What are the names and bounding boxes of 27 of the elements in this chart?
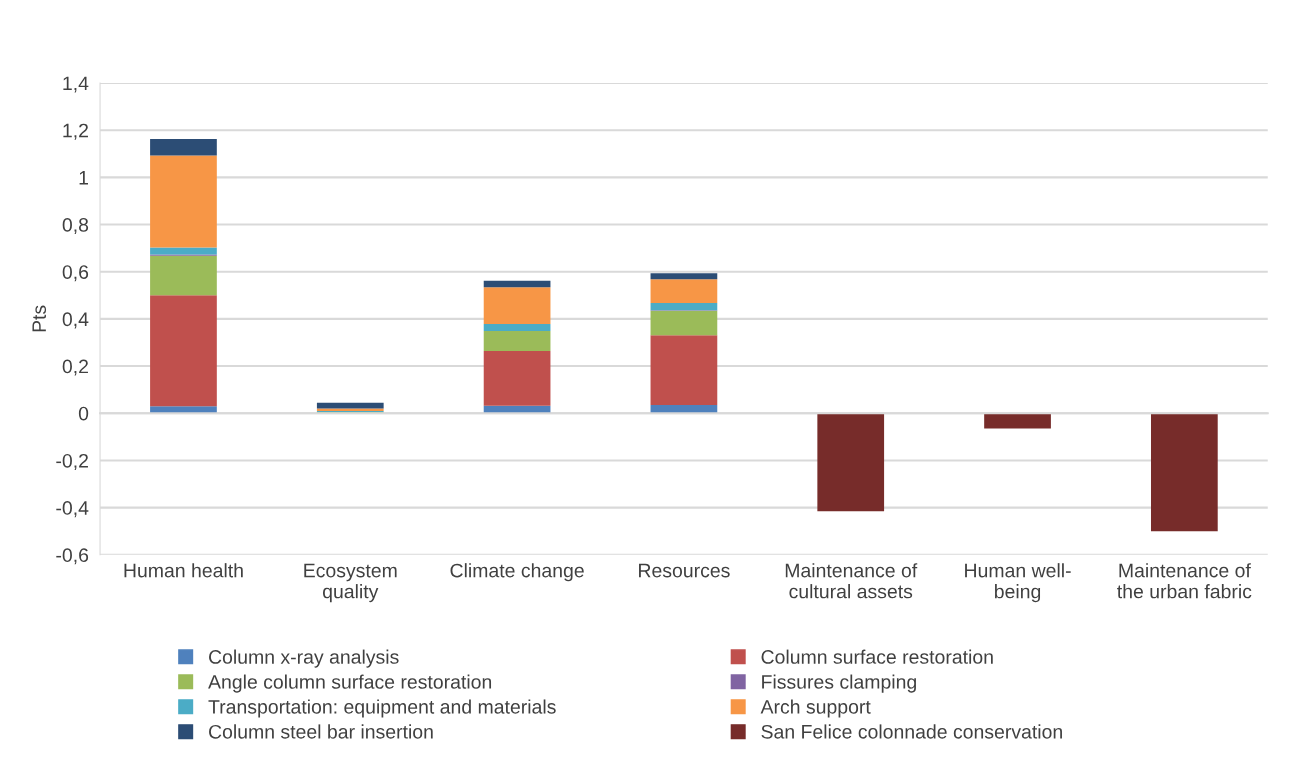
y-tick-label: 0 (78, 406, 89, 421)
legend-label: Angle column surface restoration (208, 674, 492, 693)
y-tick-label: -0,4 (56, 501, 89, 518)
y-tick-label: 1,4 (63, 76, 89, 93)
x-tick-label: Ecosystem quality (304, 563, 397, 603)
y-tick-label: 0,8 (62, 218, 89, 235)
y-axis-title: Pts (32, 305, 47, 332)
y-tick-label: -0,6 (56, 548, 89, 565)
legend-label: Fissures clamping (762, 674, 916, 693)
y-tick-label: 0,2 (62, 359, 88, 376)
x-tick-label: Maintenance of cultural assets (785, 563, 918, 599)
y-tick-label: 0,4 (62, 312, 89, 329)
legend-label: San Felice colonnade conservation (761, 724, 1062, 739)
legend-label: Column x-ray analysis (209, 649, 399, 668)
y-tick-label: 1 (79, 171, 88, 185)
legend-label: Column steel bar insertion (209, 724, 433, 739)
x-tick-label: Human health (124, 563, 243, 578)
x-tick-label: Resources (639, 563, 730, 578)
y-tick-label: -0,2 (56, 453, 88, 470)
y-tick-label: 1,2 (63, 123, 88, 140)
x-tick-label: Climate change (450, 563, 584, 582)
y-tick-label: 0,6 (62, 265, 89, 282)
legend-label: Transportation: equipment and materials (208, 699, 556, 718)
x-tick-label: Maintenance of the urban fabric (1117, 563, 1252, 599)
legend-label: Arch support (760, 699, 871, 718)
legend-label: Column surface restoration (761, 649, 993, 664)
x-tick-label: Human well- being (965, 563, 1071, 603)
